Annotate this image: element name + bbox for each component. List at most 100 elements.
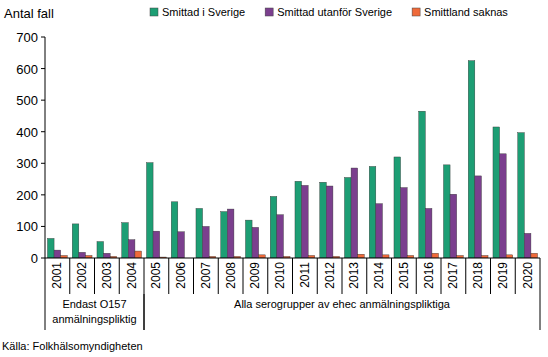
bar: [79, 252, 86, 258]
x-separator: [94, 258, 95, 294]
y-tick-label: 0: [31, 251, 38, 266]
y-tick-label: 200: [16, 188, 38, 203]
bar: [135, 251, 142, 258]
bar: [302, 185, 309, 258]
bar: [227, 209, 234, 258]
bar: [443, 165, 450, 258]
x-separator: [243, 258, 244, 294]
x-separator: [193, 258, 194, 294]
bars: [47, 61, 537, 258]
x-separator: [45, 258, 46, 294]
bar: [344, 177, 351, 258]
x-tick-label: 2015: [397, 262, 411, 289]
legend-swatch: [150, 8, 158, 16]
bar: [468, 61, 475, 258]
bar: [358, 254, 365, 258]
bar: [419, 111, 426, 258]
bar: [425, 208, 432, 258]
source: Källa: Folkhälsomyndigheten: [2, 340, 143, 352]
group-separator: [45, 294, 46, 330]
y-tick: [41, 194, 45, 195]
bar: [171, 202, 178, 258]
bar: [178, 232, 185, 258]
bar: [54, 250, 61, 258]
x-separator: [515, 258, 516, 294]
bar: [475, 176, 482, 258]
x-tick-label: 2001: [50, 262, 64, 289]
bar: [252, 227, 259, 258]
chart: Antal fallSmittad i SverigeSmittad utanf…: [0, 0, 548, 357]
x-tick-label: 2014: [372, 262, 386, 289]
x-tick-label: 2008: [224, 262, 238, 289]
y-tick: [41, 37, 45, 38]
x-separator: [342, 258, 343, 294]
bar: [531, 253, 538, 258]
x-separator: [366, 258, 367, 294]
bar: [72, 224, 79, 258]
x-tick-label: 2010: [273, 262, 287, 289]
x-tick-label: 2019: [496, 262, 510, 289]
bar: [326, 186, 333, 258]
y-tick-label: 700: [16, 30, 38, 45]
bar: [146, 163, 153, 258]
x-separator: [317, 258, 318, 294]
x-separator: [540, 258, 541, 294]
x-tick-label: 2013: [347, 262, 361, 289]
y-tick: [41, 68, 45, 69]
x-tick-label: 2011: [298, 262, 312, 288]
x-tick-label: 2020: [521, 262, 535, 289]
bar: [518, 133, 525, 258]
group-separator: [144, 294, 145, 330]
y-tick-label: 100: [16, 219, 38, 234]
x-separator: [267, 258, 268, 294]
bar: [122, 223, 129, 258]
x-tick-label: 2009: [248, 262, 262, 289]
x-tick-label: 2004: [125, 262, 139, 289]
x-separator: [292, 258, 293, 294]
bar: [524, 233, 531, 258]
bar: [270, 196, 277, 258]
y-tick-label: 600: [16, 62, 38, 77]
y-tick-label: 400: [16, 125, 38, 140]
bar: [97, 242, 104, 258]
bar: [320, 182, 327, 258]
x-tick-label: 2012: [323, 262, 337, 289]
bar: [351, 168, 358, 258]
bar: [153, 231, 160, 258]
bar: [128, 240, 135, 258]
x-tick-label: 2003: [100, 262, 114, 289]
bar: [500, 154, 507, 258]
bar: [245, 220, 252, 258]
y-tick-label: 500: [16, 93, 38, 108]
x-separator: [144, 258, 145, 294]
x-separator: [441, 258, 442, 294]
bar: [432, 253, 439, 258]
x-separator: [119, 258, 120, 294]
bar: [394, 157, 401, 258]
bar: [369, 166, 376, 258]
legend-swatch: [265, 8, 273, 16]
x-separator: [69, 258, 70, 294]
y-tick-label: 300: [16, 156, 38, 171]
bar: [450, 194, 457, 258]
x-separator: [168, 258, 169, 294]
group-label: anmälningspliktig: [52, 313, 136, 325]
bar: [221, 212, 228, 258]
y-tick: [41, 226, 45, 227]
bar: [401, 188, 408, 258]
bar: [295, 181, 302, 258]
bar: [196, 208, 203, 258]
x-tick-label: 2005: [149, 262, 163, 289]
x-tick-label: 2007: [199, 262, 213, 289]
bar: [104, 253, 111, 258]
x-separator: [465, 258, 466, 294]
bar: [376, 204, 383, 258]
legend-label: Smittland saknas: [424, 6, 508, 18]
y-tick: [41, 258, 45, 259]
group-label: Alla serogrupper av ehec anmälningsplikt…: [234, 298, 451, 310]
legend-swatch: [412, 8, 420, 16]
x-tick-label: 2002: [75, 262, 89, 289]
y-tick: [41, 100, 45, 101]
group-separator: [540, 294, 541, 330]
x-separator: [490, 258, 491, 294]
